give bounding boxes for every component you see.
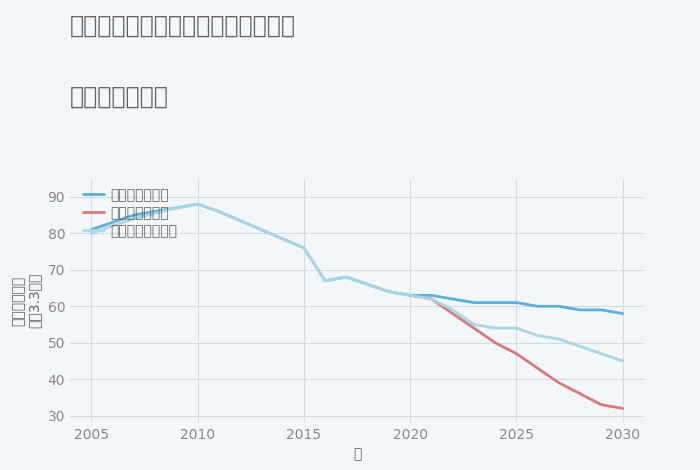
グッドシナリオ — [619, 311, 627, 316]
バッドシナリオ — [491, 340, 499, 345]
ノーマルシナリオ — [172, 205, 181, 211]
Text: 土地の価格推移: 土地の価格推移 — [70, 85, 169, 109]
グッドシナリオ — [576, 307, 584, 313]
バッドシナリオ — [619, 406, 627, 411]
グッドシナリオ — [427, 292, 435, 298]
Line: バッドシナリオ: バッドシナリオ — [410, 295, 623, 408]
バッドシナリオ — [597, 402, 606, 407]
ノーマルシナリオ — [427, 296, 435, 302]
ノーマルシナリオ — [449, 307, 457, 313]
ノーマルシナリオ — [470, 321, 478, 327]
バッドシナリオ — [470, 325, 478, 331]
グッドシナリオ — [321, 278, 329, 283]
グッドシナリオ — [449, 296, 457, 302]
ノーマルシナリオ — [321, 278, 329, 283]
バッドシナリオ — [533, 366, 542, 371]
バッドシナリオ — [512, 351, 521, 357]
バッドシナリオ — [427, 296, 435, 302]
Legend: グッドシナリオ, バッドシナリオ, ノーマルシナリオ: グッドシナリオ, バッドシナリオ, ノーマルシナリオ — [83, 188, 178, 238]
グッドシナリオ — [555, 304, 564, 309]
グッドシナリオ — [512, 300, 521, 306]
ノーマルシナリオ — [533, 333, 542, 338]
ノーマルシナリオ — [130, 216, 138, 221]
グッドシナリオ — [385, 289, 393, 295]
バッドシナリオ — [576, 391, 584, 397]
ノーマルシナリオ — [576, 344, 584, 349]
グッドシナリオ — [406, 292, 414, 298]
ノーマルシナリオ — [619, 358, 627, 364]
バッドシナリオ — [449, 311, 457, 316]
ノーマルシナリオ — [597, 351, 606, 357]
グッドシナリオ — [491, 300, 499, 306]
グッドシナリオ — [342, 274, 351, 280]
グッドシナリオ — [130, 212, 138, 218]
ノーマルシナリオ — [87, 230, 95, 236]
バッドシナリオ — [555, 380, 564, 386]
ノーマルシナリオ — [555, 336, 564, 342]
X-axis label: 年: 年 — [353, 447, 361, 462]
ノーマルシナリオ — [193, 201, 202, 207]
ノーマルシナリオ — [491, 325, 499, 331]
ノーマルシナリオ — [300, 245, 308, 251]
ノーマルシナリオ — [215, 209, 223, 214]
ノーマルシナリオ — [512, 325, 521, 331]
ノーマルシナリオ — [406, 292, 414, 298]
バッドシナリオ — [406, 292, 414, 298]
グッドシナリオ — [470, 300, 478, 306]
Y-axis label: 単価（万円）
坪（3.3㎡）: 単価（万円） 坪（3.3㎡） — [12, 273, 42, 329]
グッドシナリオ — [300, 245, 308, 251]
Text: 神奈川県横須賀市グリーンハイツの: 神奈川県横須賀市グリーンハイツの — [70, 14, 296, 38]
グッドシナリオ — [597, 307, 606, 313]
Line: ノーマルシナリオ: ノーマルシナリオ — [91, 204, 623, 361]
グッドシナリオ — [215, 209, 223, 214]
ノーマルシナリオ — [342, 274, 351, 280]
Line: グッドシナリオ: グッドシナリオ — [91, 204, 623, 313]
グッドシナリオ — [87, 227, 95, 233]
グッドシナリオ — [533, 304, 542, 309]
グッドシナリオ — [193, 201, 202, 207]
ノーマルシナリオ — [385, 289, 393, 295]
グッドシナリオ — [172, 205, 181, 211]
